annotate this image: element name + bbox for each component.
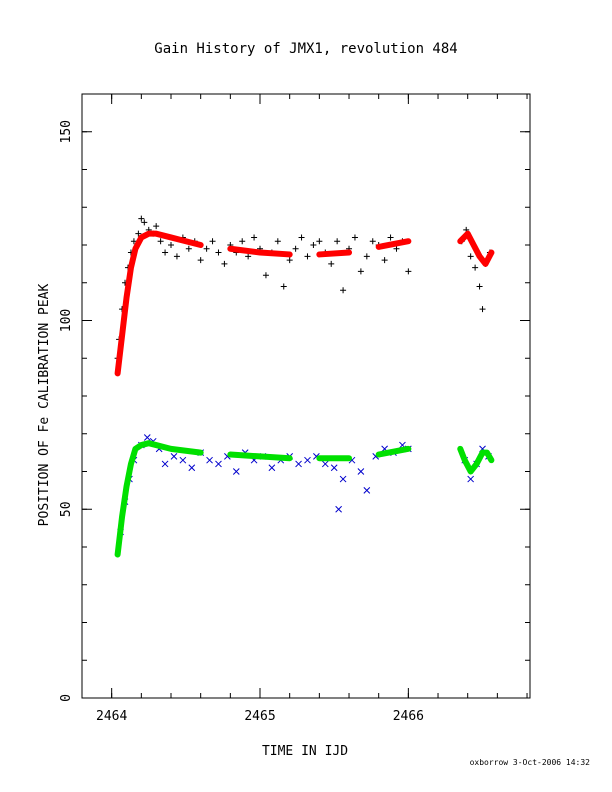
data-point-plus [203, 245, 210, 252]
data-point-plus [479, 306, 486, 313]
data-point-plus [141, 219, 148, 226]
fit-curve-1 [457, 230, 495, 267]
data-point-cross [357, 468, 365, 475]
y-tick-label: 50 [59, 501, 74, 517]
data-point-plus [369, 238, 376, 245]
data-point-plus [274, 238, 281, 245]
data-point-plus [310, 242, 317, 248]
data-point-cross [339, 475, 347, 483]
x-axis-label: TIME IN IJD [262, 744, 348, 759]
data-point-cross [363, 487, 371, 494]
data-point-plus [130, 238, 137, 245]
data-point-plus [209, 238, 216, 245]
data-point-plus [316, 238, 323, 245]
data-point-plus [280, 283, 287, 290]
data-point-plus [162, 249, 169, 256]
data-point-plus [286, 257, 293, 264]
data-point-plus [351, 234, 358, 241]
x-tick-label: 2466 [393, 709, 424, 724]
data-point-plus [472, 264, 479, 271]
data-point-cross [188, 464, 196, 472]
data-point-plus [239, 238, 246, 245]
data-point-cross [170, 453, 178, 460]
data-point-cross [321, 460, 329, 468]
fit-curve-3 [227, 451, 293, 462]
fit-curve-3 [375, 445, 412, 458]
data-point-cross [330, 464, 338, 472]
data-point-cross [143, 434, 151, 441]
data-point-plus [328, 260, 335, 267]
fit-curve-3 [114, 440, 204, 558]
data-point-plus [138, 215, 145, 222]
data-point-cross [215, 460, 222, 468]
data-point-plus [251, 234, 258, 241]
fit-curve-1 [114, 230, 204, 377]
y-tick-label: 100 [59, 309, 74, 332]
y-axis-label: POSITION OF Fe CALIBRATION PEAK [37, 284, 52, 527]
data-point-cross [304, 456, 311, 464]
data-point-plus [153, 223, 160, 230]
x-tick-label: 2464 [96, 709, 127, 724]
data-point-plus [363, 253, 370, 260]
data-point-cross [232, 468, 240, 475]
data-point-plus [262, 272, 269, 279]
data-point-cross [268, 464, 276, 472]
data-point-plus [298, 234, 305, 241]
data-point-plus [185, 245, 192, 252]
plot-frame [81, 93, 531, 699]
data-point-plus [405, 268, 412, 275]
fit-curve-1 [316, 249, 353, 258]
data-point-plus [168, 242, 175, 248]
data-point-plus [334, 238, 341, 245]
y-tick-label: 150 [59, 120, 74, 143]
data-point-cross [467, 475, 475, 483]
data-point-plus [157, 238, 164, 245]
y-tick-label: 0 [59, 694, 74, 702]
data-point-plus [387, 234, 394, 241]
data-point-plus [304, 253, 311, 260]
data-point-plus [173, 253, 180, 260]
data-point-cross [206, 456, 213, 464]
fit-curve-3 [457, 445, 495, 475]
data-point-plus [221, 260, 228, 267]
data-point-plus [135, 230, 142, 237]
data-point-plus [340, 287, 347, 294]
data-point-plus [381, 257, 388, 264]
data-point-cross [161, 460, 169, 468]
data-point-plus [393, 245, 400, 252]
plot-area: 2464 2465 2466 0 50 100 150 [59, 93, 531, 724]
data-point-plus [467, 253, 474, 260]
chart-title: Gain History of JMX1, revolution 484 [154, 41, 457, 57]
data-point-plus [197, 257, 204, 264]
data-point-cross [295, 460, 302, 468]
footer-timestamp: oxborrow 3-Oct-2006 14:32 [469, 758, 590, 767]
data-point-cross [179, 456, 187, 464]
x-tick-label: 2465 [244, 709, 275, 724]
data-point-plus [215, 249, 222, 256]
data-point-cross [335, 505, 342, 513]
data-point-plus [245, 253, 252, 260]
data-point-plus [292, 245, 299, 252]
data-point-plus [476, 283, 483, 290]
fit-curve-1 [227, 245, 293, 258]
data-point-plus [357, 268, 364, 275]
fit-curve-1 [375, 238, 412, 250]
